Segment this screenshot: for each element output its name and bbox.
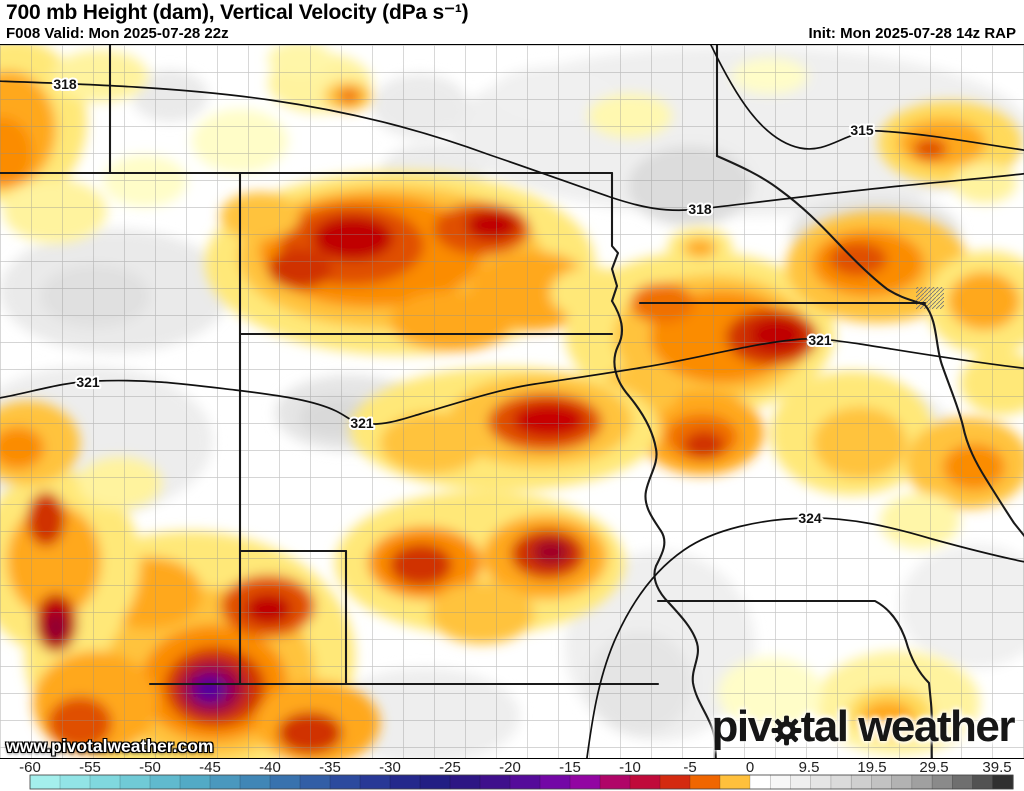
svg-text:321: 321 (350, 415, 374, 431)
header: 700 mb Height (dam), Vertical Velocity (… (0, 0, 1024, 44)
svg-text:324: 324 (798, 510, 822, 526)
svg-text:-60: -60 (19, 759, 41, 776)
map-area[interactable]: 318 315 318 321 321 321 324 www.pivotalweather… (0, 44, 1024, 759)
contour-labels: 318 315 318 321 321 321 324 (51, 74, 876, 528)
svg-text:-25: -25 (439, 759, 461, 776)
state-borders (0, 45, 1024, 758)
colorbar: -60 -55 -50 -45 -40 -35 -30 -25 -20 -15 -10 -5 0 9.5 1… (0, 759, 1024, 791)
svg-text:-40: -40 (259, 759, 281, 776)
svg-text:-20: -20 (499, 759, 521, 776)
map-canvas: 318 315 318 321 321 321 324 (0, 45, 1024, 758)
svg-text:29.5: 29.5 (919, 759, 948, 776)
map-title: 700 mb Height (dam), Vertical Velocity (… (6, 1, 469, 24)
logo-text-piv: piv (711, 702, 773, 751)
urban-area-marker (916, 287, 944, 309)
county-grid (0, 45, 1024, 758)
svg-text:39.5: 39.5 (982, 759, 1011, 776)
svg-text:-5: -5 (683, 759, 696, 776)
watermark-url[interactable]: www.pivotalweather.com (6, 736, 214, 756)
gear-icon (771, 715, 801, 745)
svg-text:321: 321 (808, 332, 832, 348)
svg-text:-50: -50 (139, 759, 161, 776)
svg-text:-55: -55 (79, 759, 101, 776)
svg-text:321: 321 (76, 374, 100, 390)
init-time-label: Init: Mon 2025-07-28 14z RAP (808, 25, 1016, 42)
svg-text:-30: -30 (379, 759, 401, 776)
svg-text:9.5: 9.5 (799, 759, 820, 776)
svg-text:19.5: 19.5 (857, 759, 886, 776)
svg-text:315: 315 (850, 122, 874, 138)
svg-text:318: 318 (688, 201, 712, 217)
height-contours (0, 45, 1024, 758)
svg-text:-10: -10 (619, 759, 641, 776)
colorbar-svg: -60 -55 -50 -45 -40 -35 -30 -25 -20 -15 -10 -5 0 9.5 1… (19, 759, 1014, 790)
svg-text:318: 318 (53, 76, 77, 92)
svg-text:-15: -15 (559, 759, 581, 776)
svg-text:-35: -35 (319, 759, 341, 776)
valid-time-label: F008 Valid: Mon 2025-07-28 22z (6, 25, 229, 42)
svg-text:-45: -45 (199, 759, 221, 776)
logo-text-tal-weather: tal weather (800, 702, 1016, 751)
pivotal-weather-logo: piv tal weather (711, 702, 1016, 752)
svg-text:0: 0 (746, 759, 754, 776)
